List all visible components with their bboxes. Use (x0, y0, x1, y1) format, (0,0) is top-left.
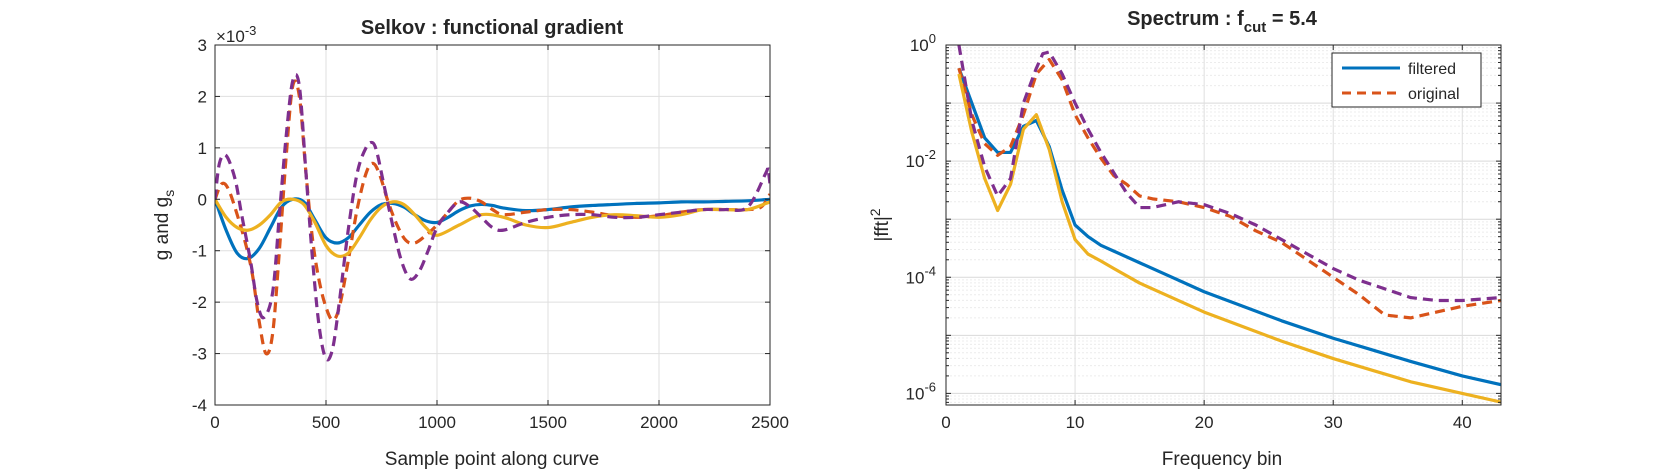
right-chart: 0 10 20 30 40 100 10-2 10-4 10-6 Spectrum : fcut… (867, 8, 1502, 470)
right-chart-legend: filtered original (1331, 52, 1482, 108)
right-tick-label-x: 10 (1066, 413, 1085, 432)
left-tick-label-x: 1000 (418, 413, 456, 432)
left-chart-y-label-sub: s (161, 190, 177, 197)
right-tick-label-y: 10-2 (906, 147, 936, 171)
right-series-line-1 (957, 67, 1501, 387)
right-tick-label-x: 40 (1453, 413, 1472, 432)
left-tick-label-y: -1 (192, 242, 207, 261)
left-tick-label-y: 0 (198, 190, 207, 209)
right-chart-y-label-sup: 2 (867, 208, 883, 216)
left-tick-label-y: -4 (192, 396, 207, 415)
left-chart: 0 500 1000 1500 2000 2500 -4 -3 -2 -1 0 1 2 3 Selkov … (152, 17, 789, 470)
right-tick-label-y: 100 (910, 31, 936, 55)
left-tick-label-y: 1 (198, 139, 207, 158)
right-chart-grid (945, 44, 1501, 405)
right-chart-title-main: Spectrum : f (1127, 8, 1244, 30)
right-tick-label-x: 20 (1195, 413, 1214, 432)
right-series-line-4 (957, 45, 1501, 303)
left-tick-label-y: -3 (192, 345, 207, 364)
right-tick-label-x: 30 (1324, 413, 1343, 432)
legend-box (1331, 52, 1482, 108)
left-series-line-3 (215, 197, 770, 259)
right-chart-title: Spectrum : fcut = 5.4 (1127, 8, 1318, 36)
left-tick-label-x: 2500 (751, 413, 789, 432)
left-tick-label-x: 2000 (640, 413, 678, 432)
left-chart-title: Selkov : functional gradient (361, 17, 624, 39)
right-tick-label-x: 0 (941, 413, 950, 432)
right-tick-label-y: 10-6 (906, 379, 936, 403)
legend-label-filtered: filtered (1408, 61, 1456, 78)
left-tick-label-x: 0 (210, 413, 219, 432)
left-series-line-4 (215, 72, 770, 362)
right-series-line-3 (957, 73, 1501, 404)
right-tick-label-y: 10-4 (906, 263, 936, 287)
left-chart-axes-box (214, 44, 771, 406)
right-chart-ticks: 0 10 20 30 40 100 10-2 10-4 10-6 (906, 31, 1501, 432)
left-tick-label-y: 3 (198, 36, 207, 55)
left-tick-label-y: 2 (198, 87, 207, 106)
right-chart-title-tail: = 5.4 (1266, 8, 1317, 30)
left-tick-label-y: -2 (192, 293, 207, 312)
left-chart-y-exponent-value: -3 (245, 23, 257, 38)
right-chart-x-label: Frequency bin (1162, 449, 1282, 470)
left-series-line-1 (215, 197, 770, 261)
right-chart-y-label: |fft|2 (867, 208, 893, 241)
right-chart-title-sub: cut (1244, 19, 1267, 36)
left-tick-label-x: 1500 (529, 413, 567, 432)
left-tick-label-x: 500 (312, 413, 340, 432)
left-chart-ticks: 0 500 1000 1500 2000 2500 -4 -3 -2 -1 0 1 2 3 (192, 36, 789, 432)
left-chart-series (215, 72, 770, 362)
legend-label-original: original (1408, 86, 1460, 103)
left-chart-y-exponent: ×10-3 (216, 23, 256, 46)
left-chart-y-label-main: g and g (152, 197, 173, 260)
left-chart-y-label: g and gs (152, 190, 177, 260)
right-chart-series (957, 45, 1501, 404)
left-chart-x-label: Sample point along curve (385, 449, 599, 470)
left-chart-y-exponent-prefix: ×10 (216, 27, 245, 46)
right-chart-y-label-main: |fft| (872, 216, 893, 241)
